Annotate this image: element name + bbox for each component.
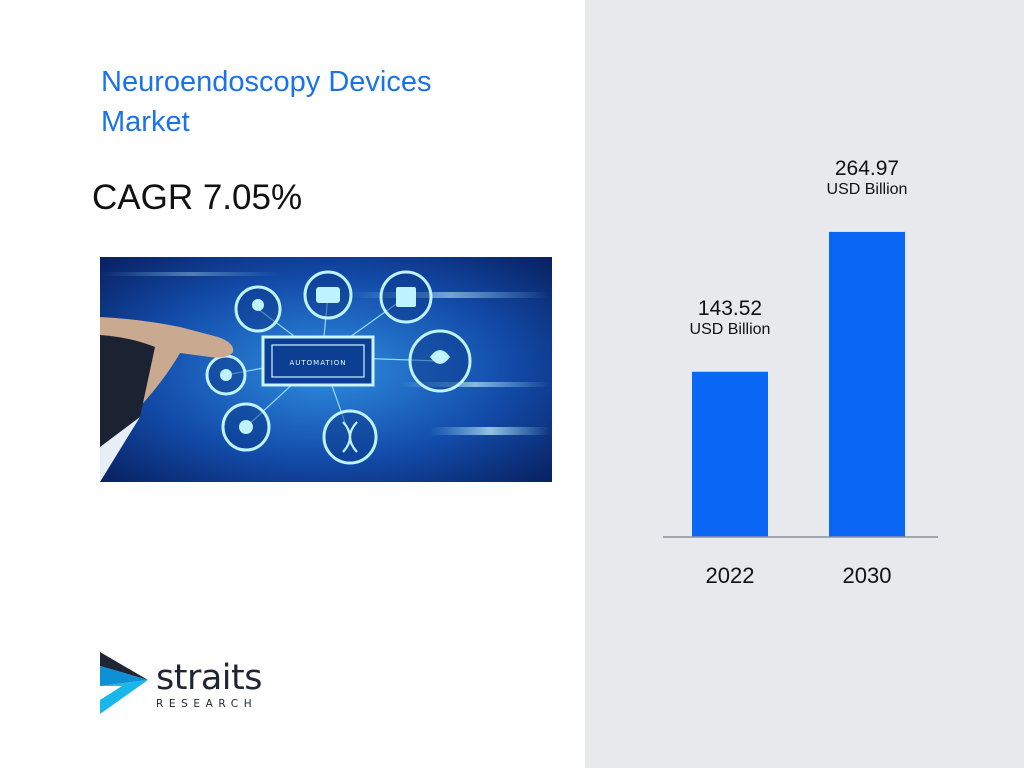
automation-network-illustration-icon: AUTOMATION (100, 257, 552, 482)
straits-arrow-logo-icon (100, 652, 148, 714)
chart-panel-background (585, 0, 1024, 768)
category-label-2022: 2022 (706, 563, 755, 588)
bar-2022 (692, 371, 768, 537)
straits-research-logo: straits RESEARCH (98, 652, 278, 716)
cagr-text: CAGR 7.05% (92, 178, 303, 217)
category-label-2030: 2030 (843, 563, 892, 588)
logo-subtitle: RESEARCH (156, 698, 258, 710)
logo-wordmark: straits (156, 658, 262, 698)
slide-title: Neuroendoscopy Devices Market (101, 66, 432, 138)
unit-label-2022: USD Billion (690, 321, 771, 338)
bar-chart: USD Billion 143.52 2022 USD Billion 264.97 20… (585, 0, 1024, 768)
value-label-2030: 264.97 (835, 157, 899, 180)
hero-image: AUTOMATION (100, 257, 552, 482)
automation-label: AUTOMATION (289, 359, 346, 367)
value-label-2022: 143.52 (698, 297, 762, 320)
unit-label-2030: USD Billion (827, 181, 908, 198)
bar-2030 (829, 231, 905, 537)
